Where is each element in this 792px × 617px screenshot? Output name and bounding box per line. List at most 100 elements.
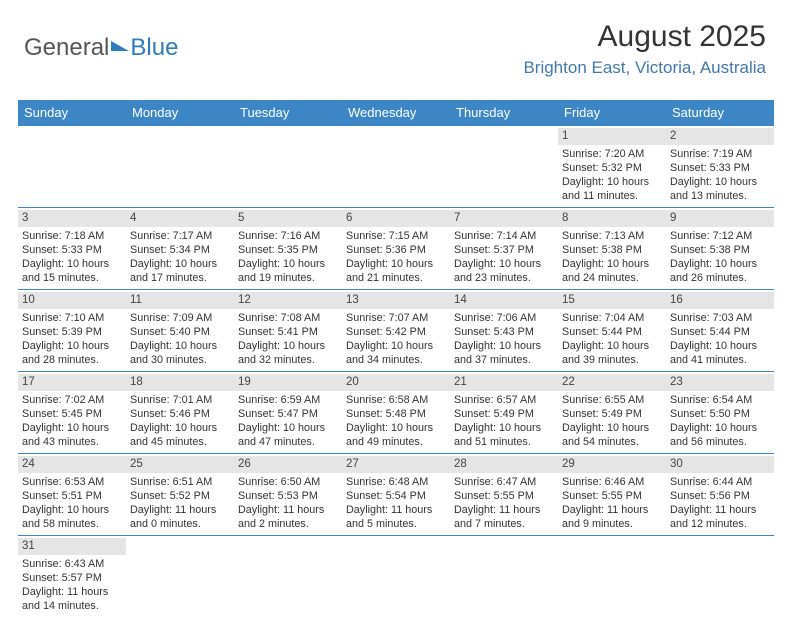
daylight-line: Daylight: 10 hours <box>562 421 662 435</box>
daylight-line: Daylight: 11 hours <box>670 503 770 517</box>
sunset-line: Sunset: 5:54 PM <box>346 489 446 503</box>
daylight-line: and 21 minutes. <box>346 271 446 285</box>
daylight-line: Daylight: 10 hours <box>22 257 122 271</box>
day-cell: 13Sunrise: 7:07 AMSunset: 5:42 PMDayligh… <box>342 290 450 371</box>
day-number: 24 <box>18 456 126 473</box>
sunset-line: Sunset: 5:40 PM <box>130 325 230 339</box>
sunset-line: Sunset: 5:47 PM <box>238 407 338 421</box>
sunset-line: Sunset: 5:36 PM <box>346 243 446 257</box>
daylight-line: and 13 minutes. <box>670 189 770 203</box>
daylight-line: Daylight: 10 hours <box>238 257 338 271</box>
day-number: 13 <box>342 292 450 309</box>
daylight-line: Daylight: 10 hours <box>22 421 122 435</box>
daylight-line: Daylight: 10 hours <box>454 339 554 353</box>
day-header: Friday <box>558 100 666 126</box>
sunset-line: Sunset: 5:41 PM <box>238 325 338 339</box>
daylight-line: and 5 minutes. <box>346 517 446 531</box>
daylight-line: and 2 minutes. <box>238 517 338 531</box>
daylight-line: Daylight: 10 hours <box>670 175 770 189</box>
week-row: 17Sunrise: 7:02 AMSunset: 5:45 PMDayligh… <box>18 372 774 454</box>
day-cell: 14Sunrise: 7:06 AMSunset: 5:43 PMDayligh… <box>450 290 558 371</box>
day-cell: 27Sunrise: 6:48 AMSunset: 5:54 PMDayligh… <box>342 454 450 535</box>
sunset-line: Sunset: 5:49 PM <box>454 407 554 421</box>
sunrise-line: Sunrise: 6:54 AM <box>670 393 770 407</box>
day-number: 19 <box>234 374 342 391</box>
sunrise-line: Sunrise: 7:19 AM <box>670 147 770 161</box>
month-title: August 2025 <box>523 20 766 54</box>
day-cell <box>234 536 342 617</box>
daylight-line: and 9 minutes. <box>562 517 662 531</box>
sunset-line: Sunset: 5:55 PM <box>562 489 662 503</box>
day-cell <box>18 126 126 207</box>
daylight-line: and 23 minutes. <box>454 271 554 285</box>
daylight-line: Daylight: 10 hours <box>454 421 554 435</box>
day-number: 12 <box>234 292 342 309</box>
week-row: 10Sunrise: 7:10 AMSunset: 5:39 PMDayligh… <box>18 290 774 372</box>
day-cell: 17Sunrise: 7:02 AMSunset: 5:45 PMDayligh… <box>18 372 126 453</box>
sunset-line: Sunset: 5:39 PM <box>22 325 122 339</box>
sunset-line: Sunset: 5:44 PM <box>562 325 662 339</box>
day-number: 4 <box>126 210 234 227</box>
day-header-row: SundayMondayTuesdayWednesdayThursdayFrid… <box>18 100 774 126</box>
daylight-line: Daylight: 10 hours <box>22 339 122 353</box>
daylight-line: and 15 minutes. <box>22 271 122 285</box>
day-number: 21 <box>450 374 558 391</box>
day-cell: 8Sunrise: 7:13 AMSunset: 5:38 PMDaylight… <box>558 208 666 289</box>
calendar: SundayMondayTuesdayWednesdayThursdayFrid… <box>18 100 774 617</box>
day-number: 25 <box>126 456 234 473</box>
day-number: 26 <box>234 456 342 473</box>
daylight-line: and 0 minutes. <box>130 517 230 531</box>
day-number: 11 <box>126 292 234 309</box>
day-cell: 16Sunrise: 7:03 AMSunset: 5:44 PMDayligh… <box>666 290 774 371</box>
daylight-line: Daylight: 11 hours <box>562 503 662 517</box>
daylight-line: and 30 minutes. <box>130 353 230 367</box>
sunset-line: Sunset: 5:56 PM <box>670 489 770 503</box>
sail-icon <box>111 41 129 51</box>
day-number: 6 <box>342 210 450 227</box>
daylight-line: and 39 minutes. <box>562 353 662 367</box>
day-cell: 1Sunrise: 7:20 AMSunset: 5:32 PMDaylight… <box>558 126 666 207</box>
day-number <box>342 538 450 555</box>
sunset-line: Sunset: 5:33 PM <box>22 243 122 257</box>
sunset-line: Sunset: 5:46 PM <box>130 407 230 421</box>
daylight-line: Daylight: 10 hours <box>130 339 230 353</box>
day-cell <box>558 536 666 617</box>
day-header: Sunday <box>18 100 126 126</box>
day-number: 9 <box>666 210 774 227</box>
day-number <box>558 538 666 555</box>
sunrise-line: Sunrise: 7:17 AM <box>130 229 230 243</box>
sunset-line: Sunset: 5:33 PM <box>670 161 770 175</box>
day-cell: 15Sunrise: 7:04 AMSunset: 5:44 PMDayligh… <box>558 290 666 371</box>
day-number <box>342 128 450 145</box>
sunset-line: Sunset: 5:34 PM <box>130 243 230 257</box>
sunrise-line: Sunrise: 6:53 AM <box>22 475 122 489</box>
day-number <box>126 538 234 555</box>
day-cell: 24Sunrise: 6:53 AMSunset: 5:51 PMDayligh… <box>18 454 126 535</box>
daylight-line: and 12 minutes. <box>670 517 770 531</box>
day-cell: 20Sunrise: 6:58 AMSunset: 5:48 PMDayligh… <box>342 372 450 453</box>
day-number: 23 <box>666 374 774 391</box>
day-number: 2 <box>666 128 774 145</box>
sunrise-line: Sunrise: 6:58 AM <box>346 393 446 407</box>
location-label: Brighton East, Victoria, Australia <box>523 58 766 78</box>
daylight-line: Daylight: 11 hours <box>22 585 122 599</box>
sunrise-line: Sunrise: 6:48 AM <box>346 475 446 489</box>
day-cell: 12Sunrise: 7:08 AMSunset: 5:41 PMDayligh… <box>234 290 342 371</box>
sunrise-line: Sunrise: 7:02 AM <box>22 393 122 407</box>
daylight-line: and 26 minutes. <box>670 271 770 285</box>
sunset-line: Sunset: 5:37 PM <box>454 243 554 257</box>
daylight-line: and 7 minutes. <box>454 517 554 531</box>
daylight-line: and 34 minutes. <box>346 353 446 367</box>
day-number: 22 <box>558 374 666 391</box>
daylight-line: and 43 minutes. <box>22 435 122 449</box>
sunrise-line: Sunrise: 7:13 AM <box>562 229 662 243</box>
daylight-line: Daylight: 10 hours <box>22 503 122 517</box>
daylight-line: Daylight: 10 hours <box>346 339 446 353</box>
sunrise-line: Sunrise: 7:12 AM <box>670 229 770 243</box>
sunset-line: Sunset: 5:49 PM <box>562 407 662 421</box>
daylight-line: and 49 minutes. <box>346 435 446 449</box>
sunrise-line: Sunrise: 6:43 AM <box>22 557 122 571</box>
sunrise-line: Sunrise: 6:51 AM <box>130 475 230 489</box>
day-cell <box>342 126 450 207</box>
sunset-line: Sunset: 5:53 PM <box>238 489 338 503</box>
